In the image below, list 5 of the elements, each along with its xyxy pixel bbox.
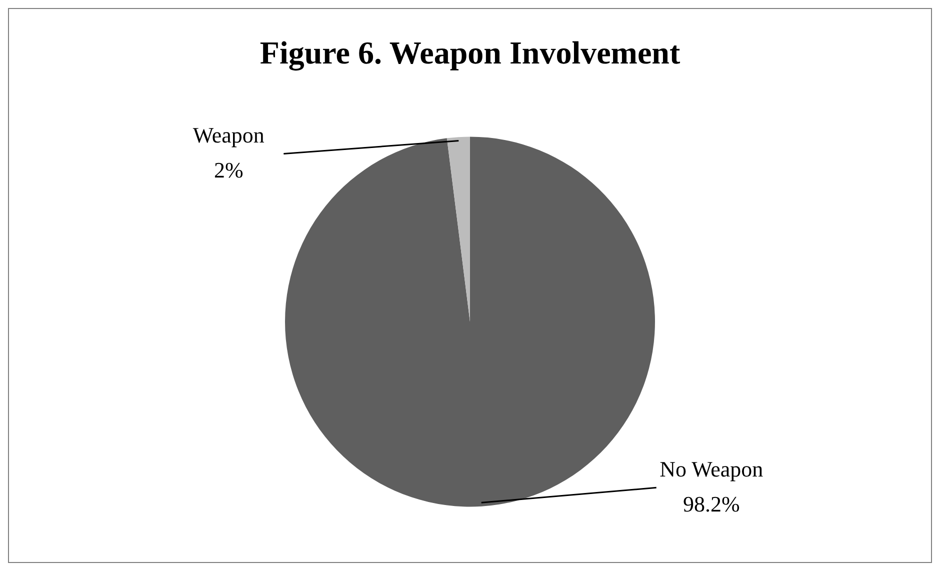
slice-label: Weapon [192, 122, 264, 148]
data-label: 2% [214, 158, 244, 183]
chart-title: Figure 6. Weapon Involvement [260, 34, 680, 72]
data-label: 98.2% [682, 491, 740, 516]
slice-label: No Weapon [660, 456, 764, 482]
